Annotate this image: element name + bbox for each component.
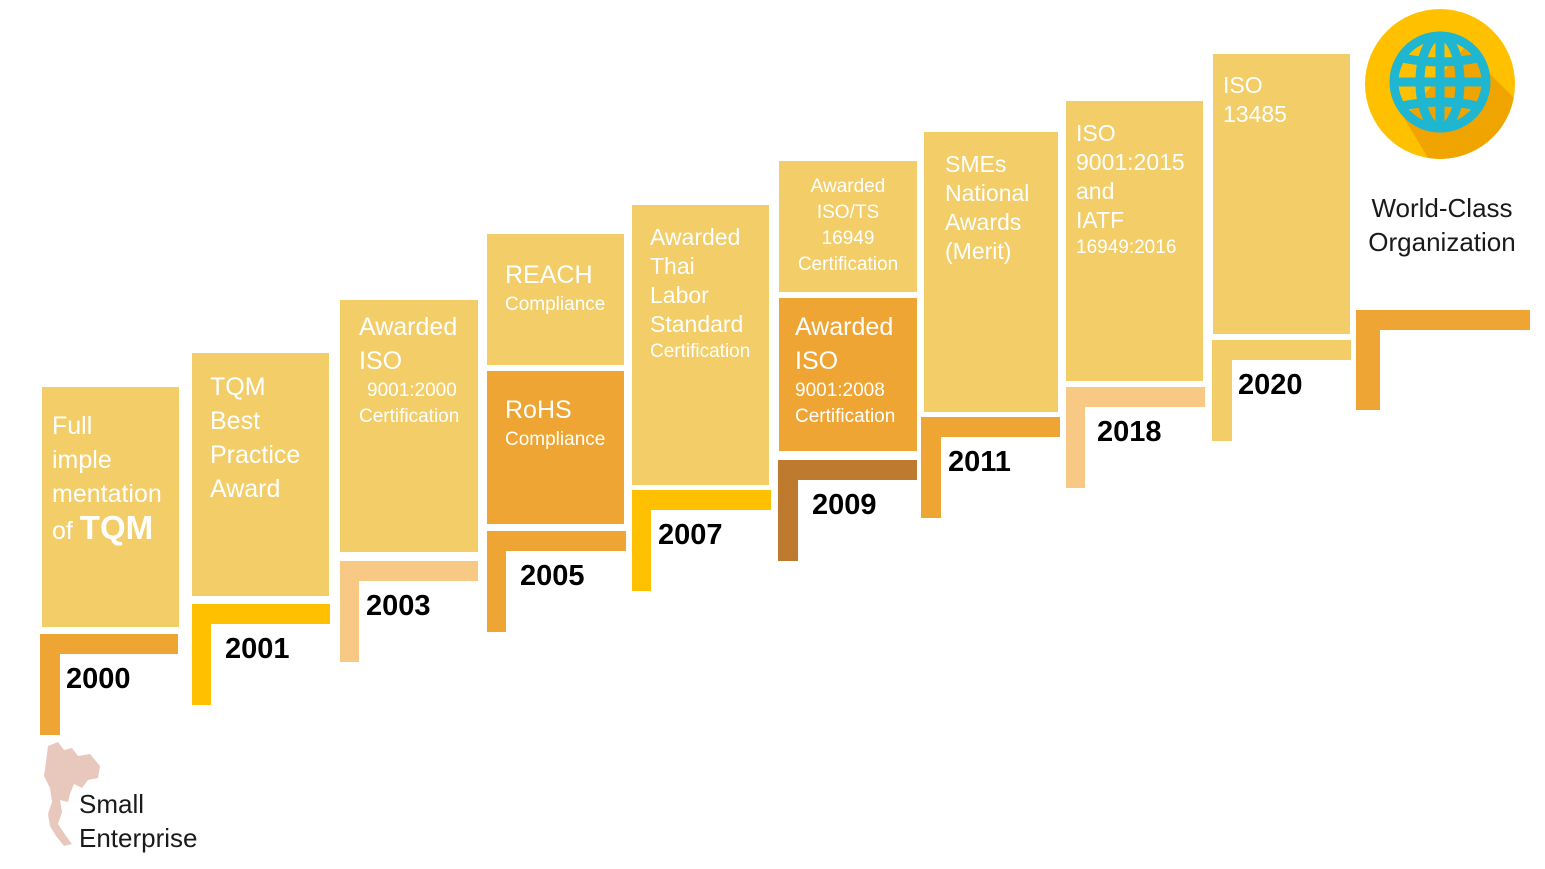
milestone-box-2009-iso: Awarded ISO 9001:2008 Certification: [779, 298, 917, 451]
box-line: and: [1076, 178, 1115, 204]
box-line: Full: [52, 412, 93, 440]
year-label: 2020: [1238, 369, 1303, 401]
box-line: Award: [210, 475, 281, 503]
box-line: Certification: [795, 406, 896, 427]
box-line: of TQM: [52, 509, 154, 546]
end-caption-line: Organization: [1368, 227, 1516, 257]
box-line: Practice: [210, 441, 301, 469]
box-line: REACH: [505, 261, 593, 289]
box-line: Certification: [797, 254, 899, 275]
year-label: 2005: [520, 560, 585, 592]
box-line: ISO: [795, 347, 839, 375]
box-line: ISO/TS: [816, 202, 880, 223]
milestone-box-2011: SMEs National Awards (Merit): [924, 132, 1058, 412]
end-caption: World-Class Organization: [1363, 191, 1521, 259]
box-line: 16949: [821, 228, 875, 249]
start-caption-line: Enterprise: [79, 823, 198, 853]
box-line: Awarded: [795, 313, 894, 341]
milestone-box-2005-reach: REACH Compliance: [487, 234, 624, 365]
box-line: Standard: [650, 311, 744, 337]
box-line: RoHS: [505, 396, 572, 424]
milestone-box-2007: Awarded Thai Labor Standard Certificatio…: [632, 205, 769, 485]
box-line: Thai: [650, 253, 695, 279]
box-line: Certification: [359, 406, 460, 427]
box-line: imple: [52, 446, 112, 474]
box-line: IATF: [1076, 207, 1125, 233]
box-line: mentation: [52, 480, 162, 508]
year-label: 2007: [658, 519, 723, 551]
box-line: Awarded: [650, 224, 741, 250]
box-line: 9001:2008: [795, 380, 885, 401]
year-label: 2001: [225, 633, 290, 665]
box-line: Compliance: [505, 294, 606, 315]
box-line: 16949:2016: [1076, 237, 1177, 258]
milestone-box-2009-iso-ts: Awarded ISO/TS 16949 Certification: [779, 161, 917, 292]
milestone-box-2001: TQM Best Practice Award: [192, 353, 329, 596]
milestone-box-2018: ISO 9001:2015 and IATF 16949:2016: [1066, 101, 1203, 381]
start-caption-line: Small: [79, 789, 145, 819]
year-label: 2018: [1097, 416, 1162, 448]
year-label: 2003: [366, 590, 431, 622]
start-caption: Small Enterprise: [79, 787, 198, 855]
thailand-map-icon: [44, 742, 100, 846]
box-line: Awards: [945, 209, 1022, 235]
year-label: 2011: [948, 446, 1011, 478]
box-line: Compliance: [505, 429, 606, 450]
milestone-box-2003: Awarded ISO 9001:2000 Certification: [340, 300, 478, 552]
end-caption-line: World-Class: [1371, 193, 1513, 223]
box-line: SMEs: [945, 151, 1007, 177]
box-line: ISO: [359, 347, 403, 375]
box-line: (Merit): [945, 238, 1012, 264]
year-label: 2009: [812, 489, 877, 521]
box-line: Awarded: [359, 313, 458, 341]
milestone-box-2000: Full imple mentation of TQM: [42, 387, 179, 627]
box-line: ISO: [1076, 120, 1116, 146]
milestone-box-2020: ISO 13485: [1213, 54, 1350, 334]
box-line: National: [945, 180, 1030, 206]
box-line: Best: [210, 407, 261, 435]
box-line: Certification: [650, 341, 751, 362]
year-label: 2000: [66, 663, 131, 695]
box-line: 13485: [1223, 101, 1287, 127]
globe-icon: [1365, 9, 1515, 159]
box-line: ISO: [1223, 72, 1263, 98]
box-line: TQM: [210, 373, 266, 401]
box-line: Labor: [650, 282, 709, 308]
box-line: 9001:2015: [1076, 149, 1185, 175]
milestone-box-2005-rohs: RoHS Compliance: [487, 371, 624, 524]
tqm-emphasis: TQM: [79, 509, 154, 546]
box-line: Awarded: [810, 176, 886, 197]
box-line: 9001:2000: [367, 380, 457, 401]
